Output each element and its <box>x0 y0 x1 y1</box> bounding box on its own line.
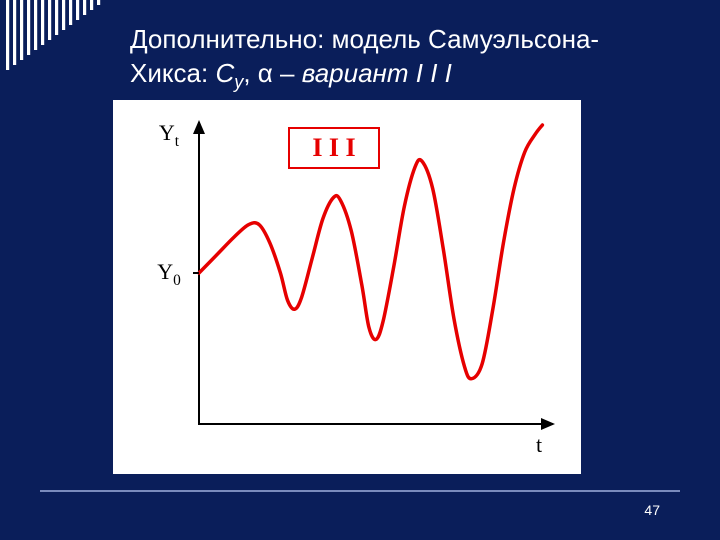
title-cy: C <box>215 58 234 88</box>
chart-panel: I I I Yt Y0 t <box>113 100 581 474</box>
y-axis-label: Yt <box>159 120 180 150</box>
footer-rule <box>40 490 680 492</box>
title-prefix: Хикса: <box>130 58 215 88</box>
y0-label: Y0 <box>157 259 181 289</box>
corner-decoration <box>0 0 108 70</box>
x-axis-label: t <box>536 432 542 457</box>
title-after-cy: , α – <box>243 58 301 88</box>
title-line-2: Хикса: Cy, α – вариант I I I <box>130 56 599 99</box>
title-variant: вариант I I I <box>302 58 452 88</box>
title-line-1: Дополнительно: модель Самуэльсона- <box>130 22 599 56</box>
chart-svg: I I I Yt Y0 t <box>113 100 581 474</box>
slide-title: Дополнительно: модель Самуэльсона- Хикса… <box>130 22 599 99</box>
slide-root: Дополнительно: модель Самуэльсона- Хикса… <box>0 0 720 540</box>
title-cy-sub: y <box>234 72 243 92</box>
chart-legend-label: I I I <box>312 133 355 162</box>
page-number: 47 <box>644 502 660 518</box>
